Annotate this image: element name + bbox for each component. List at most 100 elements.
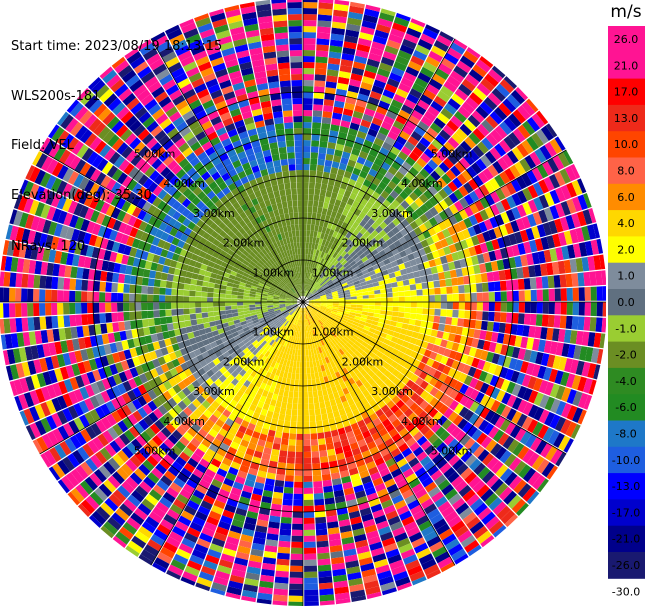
velocity-gate (319, 588, 334, 596)
velocity-gate (309, 311, 314, 318)
velocity-gate (130, 512, 145, 526)
velocity-gate (429, 206, 439, 217)
velocity-gate (387, 166, 398, 176)
velocity-gate (304, 266, 307, 273)
velocity-gate (380, 293, 387, 298)
velocity-gate (303, 529, 316, 536)
velocity-gate (423, 530, 438, 543)
velocity-gate (104, 443, 117, 457)
velocity-gate (471, 235, 480, 246)
velocity-gate (165, 302, 172, 310)
velocity-gate (492, 524, 507, 538)
velocity-gate (375, 172, 385, 181)
velocity-gate (581, 361, 591, 377)
velocity-gate (310, 427, 317, 434)
velocity-gate (464, 284, 471, 293)
velocity-gate (315, 328, 320, 335)
velocity-gate (342, 287, 350, 291)
velocity-gate (401, 323, 409, 330)
velocity-gate (234, 557, 249, 567)
velocity-gate (518, 290, 525, 302)
velocity-gate (533, 197, 544, 211)
velocity-gate (369, 90, 382, 101)
velocity-gate (310, 273, 314, 280)
velocity-gate (133, 375, 143, 387)
velocity-gate (346, 499, 358, 508)
velocity-gate (241, 323, 249, 329)
velocity-gate (464, 437, 476, 450)
velocity-gate (230, 441, 240, 450)
velocity-gate (275, 570, 289, 578)
velocity-gate (39, 303, 46, 316)
velocity-gate (342, 387, 350, 396)
velocity-gate (370, 471, 382, 481)
velocity-gate (273, 485, 284, 493)
velocity-gate (510, 323, 518, 335)
velocity-gate (318, 359, 324, 366)
velocity-gate (410, 211, 420, 221)
velocity-gate (129, 367, 139, 378)
velocity-gate (332, 568, 347, 577)
velocity-gate (476, 302, 483, 311)
velocity-gate (466, 166, 478, 178)
velocity-gate (160, 324, 169, 332)
velocity-gate (267, 337, 273, 344)
velocity-gate (103, 461, 116, 475)
velocity-gate (308, 300, 315, 302)
velocity-gate (314, 300, 321, 302)
velocity-gate (303, 182, 309, 189)
velocity-gate (380, 306, 387, 311)
velocity-gate (435, 134, 447, 146)
velocity-gate (537, 424, 549, 439)
velocity-gate (480, 350, 489, 361)
velocity-gate (471, 428, 483, 441)
velocity-gate (165, 288, 172, 296)
velocity-gate (310, 224, 315, 231)
velocity-gate (312, 249, 317, 256)
velocity-gate (314, 303, 321, 306)
velocity-gate (428, 308, 435, 316)
velocity-gate (168, 408, 179, 419)
velocity-gate (328, 229, 335, 237)
velocity-gate (338, 275, 345, 281)
velocity-gate (465, 73, 480, 87)
velocity-gate (549, 248, 558, 262)
velocity-gate (511, 410, 523, 425)
velocity-gate (266, 472, 276, 480)
velocity-gate (339, 340, 346, 347)
velocity-gate (330, 360, 336, 368)
velocity-gate (379, 447, 390, 457)
velocity-gate (511, 498, 526, 514)
velocity-gate (334, 586, 349, 595)
velocity-gate (118, 371, 128, 383)
velocity-gate (307, 319, 311, 326)
velocity-gate (326, 147, 335, 156)
velocity-gate (325, 381, 331, 389)
velocity-gate (362, 389, 371, 398)
velocity-gate (314, 299, 321, 301)
velocity-gate (310, 348, 315, 356)
velocity-gate (239, 376, 247, 385)
velocity-gate (555, 342, 564, 356)
velocity-gate (92, 369, 102, 382)
velocity-gate (457, 106, 471, 119)
velocity-gate (433, 40, 449, 52)
velocity-gate (473, 502, 488, 516)
velocity-gate (419, 136, 431, 148)
velocity-gate (416, 289, 423, 296)
velocity-gate (132, 356, 141, 367)
velocity-gate (321, 467, 331, 475)
velocity-gate (372, 241, 381, 249)
velocity-gate (332, 345, 339, 353)
velocity-gate (364, 159, 374, 169)
velocity-gate (485, 439, 498, 453)
velocity-gate (458, 484, 472, 498)
velocity-gate (370, 337, 378, 344)
velocity-gate (442, 533, 457, 546)
velocity-gate (162, 491, 176, 504)
velocity-gate (356, 326, 364, 332)
velocity-gate (296, 319, 300, 326)
velocity-gate (272, 412, 280, 420)
velocity-gate (325, 369, 331, 377)
velocity-gate (299, 361, 303, 368)
